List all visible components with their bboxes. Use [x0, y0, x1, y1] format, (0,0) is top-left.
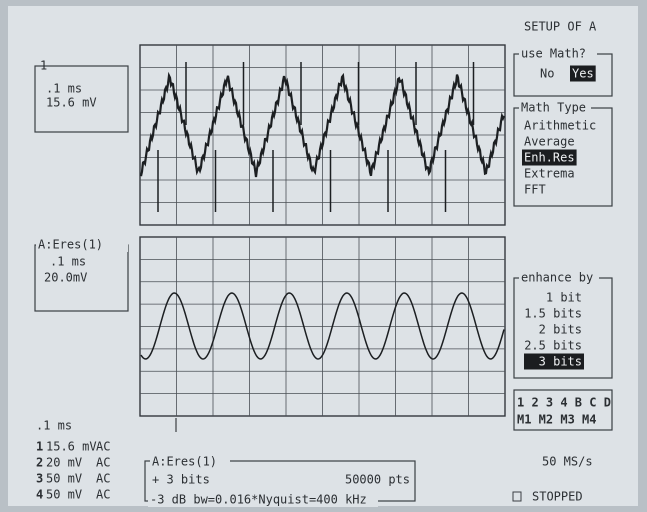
channel-coupling: AC [96, 456, 110, 470]
channel-scale: 15.6 mV [46, 440, 97, 454]
menu-option[interactable]: 3 bits [539, 355, 582, 369]
menu-option[interactable]: Extrema [524, 167, 575, 181]
scale: 20.0mV [44, 271, 87, 285]
channel-id: 2 [36, 456, 43, 470]
scale: 15.6 mV [46, 96, 97, 110]
menu-label: Math Type [521, 101, 586, 115]
info-title: A:Eres(1) [152, 455, 217, 469]
channel-id: 3 [36, 472, 43, 486]
menu-option[interactable]: Arithmetic [524, 119, 596, 133]
menu-option[interactable]: 1 bit [546, 291, 582, 305]
trace-title: A:Eres(1) [38, 238, 103, 252]
sample-rate: 50 MS/s [542, 455, 593, 469]
channel-coupling: AC [96, 488, 110, 502]
run-state: STOPPED [532, 490, 583, 504]
channel-id: 1 [40, 59, 47, 73]
timebase: .1 ms [36, 419, 72, 433]
channel-scale: 20 mV [46, 456, 82, 470]
channel-coupling: AC [96, 472, 110, 486]
menu-label: enhance by [521, 271, 593, 285]
menu-title: SETUP OF A [524, 20, 597, 34]
info-points: 50000 pts [345, 473, 410, 487]
channel-id: 1 [36, 440, 43, 454]
menu-option[interactable]: 2 bits [539, 323, 582, 337]
trace-select[interactable]: M1 M2 M3 M4 [517, 413, 596, 427]
trace-select[interactable]: 1 2 3 4 B C D [517, 396, 611, 410]
channel-scale: 50 mV [46, 472, 82, 486]
menu-option[interactable]: FFT [524, 183, 546, 197]
menu-option[interactable]: 2.5 bits [524, 339, 582, 353]
channel-scale: 50 mV [46, 488, 82, 502]
info-enhance: + 3 bits [152, 473, 210, 487]
info-bandwidth: -3 dB bw=0.016*Nyquist=400 kHz [150, 493, 367, 507]
timebase: .1 ms [46, 82, 82, 96]
display [8, 6, 638, 506]
oscilloscope-screen: 1 .1 ms 15.6 mV A:Eres(1) .1 ms 20.0mV .… [0, 0, 647, 512]
timebase: .1 ms [50, 255, 86, 269]
channel-coupling: AC [96, 440, 110, 454]
menu-option[interactable]: Yes [572, 67, 594, 81]
channel-id: 4 [36, 488, 43, 502]
menu-option[interactable]: Average [524, 135, 575, 149]
menu-option[interactable]: Enh.Res [524, 151, 575, 165]
menu-option[interactable]: 1.5 bits [524, 307, 582, 321]
menu-label: use Math? [521, 47, 586, 61]
menu-option[interactable]: No [540, 67, 554, 81]
